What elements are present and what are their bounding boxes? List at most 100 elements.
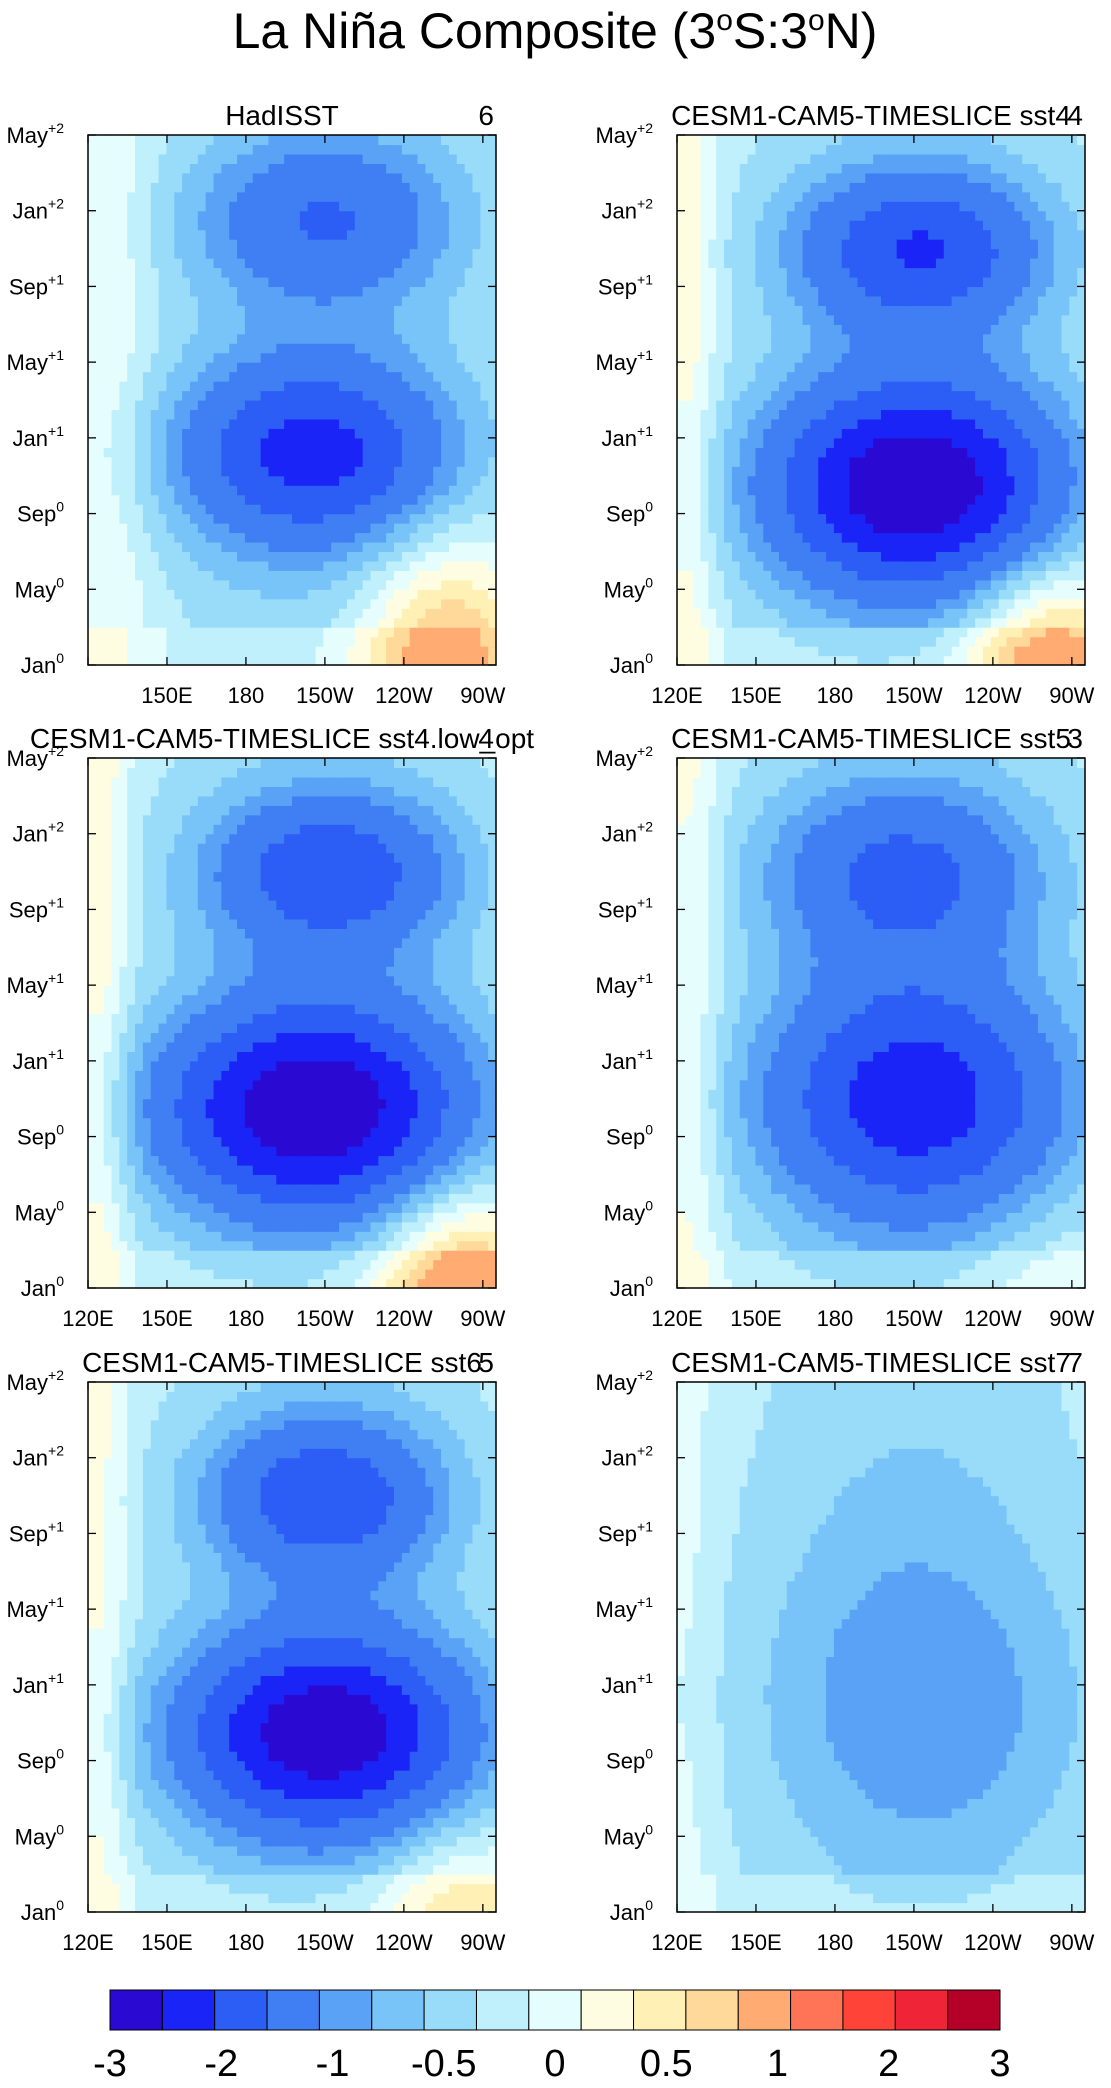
heatmap-cell — [850, 466, 858, 476]
heatmap-cell — [174, 637, 182, 647]
heatmap-cell — [300, 277, 308, 287]
heatmap-cell — [732, 457, 740, 467]
heatmap-cell — [300, 447, 308, 457]
heatmap-cell — [803, 220, 811, 230]
heatmap-cell — [724, 343, 732, 353]
heatmap-cell — [472, 381, 480, 391]
heatmap-cell — [834, 428, 842, 438]
heatmap-cell — [394, 656, 402, 666]
heatmap-cell — [959, 504, 967, 514]
heatmap-cell — [143, 476, 151, 486]
heatmap-cell — [229, 362, 237, 372]
heatmap-cell — [135, 608, 143, 618]
heatmap-cell — [418, 173, 426, 183]
heatmap-cell — [151, 514, 159, 524]
heatmap-cell — [724, 646, 732, 656]
heatmap-cell — [363, 400, 371, 410]
heatmap-cell — [716, 277, 724, 287]
heatmap-cell — [206, 135, 214, 145]
heatmap-cell — [810, 608, 818, 618]
heatmap-cell — [701, 182, 709, 192]
heatmap-cell — [159, 447, 167, 457]
heatmap-cell — [190, 656, 198, 666]
heatmap-cell — [88, 173, 96, 183]
heatmap-cell — [261, 608, 269, 618]
heatmap-cell — [339, 504, 347, 514]
heatmap-cell — [732, 305, 740, 315]
heatmap-cell — [920, 249, 928, 259]
heatmap-cell — [378, 495, 386, 505]
heatmap-cell — [284, 201, 292, 211]
heatmap-cell — [182, 239, 190, 249]
heatmap-cell — [323, 570, 331, 580]
heatmap-cell — [292, 646, 300, 656]
heatmap-cell — [810, 182, 818, 192]
heatmap-cell — [881, 239, 889, 249]
heatmap-cell — [206, 296, 214, 306]
heatmap-cell — [402, 476, 410, 486]
heatmap-cell — [842, 457, 850, 467]
heatmap-cell — [952, 495, 960, 505]
heatmap-cell — [402, 618, 410, 628]
heatmap-cell — [944, 353, 952, 363]
heatmap-cell — [363, 495, 371, 505]
heatmap-cell — [912, 173, 920, 183]
heatmap-cell — [857, 372, 865, 382]
heatmap-cell — [386, 627, 394, 637]
heatmap-cell — [253, 135, 261, 145]
heatmap-cell — [253, 296, 261, 306]
heatmap-cell — [740, 239, 748, 249]
heatmap-cell — [779, 343, 787, 353]
heatmap-cell — [261, 277, 269, 287]
heatmap-cell — [316, 192, 324, 202]
heatmap-cell — [912, 485, 920, 495]
heatmap-cell — [810, 438, 818, 448]
heatmap-cell — [920, 372, 928, 382]
heatmap-cell — [433, 570, 441, 580]
heatmap-cell — [944, 608, 952, 618]
heatmap-cell — [96, 476, 104, 486]
heatmap-cell — [245, 580, 253, 590]
heatmap-cell — [245, 646, 253, 656]
heatmap-cell — [857, 551, 865, 561]
heatmap-cell — [842, 447, 850, 457]
heatmap-cell — [441, 135, 449, 145]
heatmap-cell — [905, 315, 913, 325]
heatmap-cell — [174, 438, 182, 448]
heatmap-cell — [465, 551, 473, 561]
heatmap-cell — [370, 144, 378, 154]
heatmap-cell — [237, 324, 245, 334]
heatmap-cell — [716, 466, 724, 476]
heatmap-cell — [834, 296, 842, 306]
heatmap-cell — [159, 258, 167, 268]
heatmap-cell — [378, 163, 386, 173]
heatmap-cell — [755, 286, 763, 296]
heatmap-cell — [912, 589, 920, 599]
heatmap-cell — [394, 646, 402, 656]
heatmap-cell — [308, 296, 316, 306]
heatmap-cell — [826, 353, 834, 363]
heatmap-cell — [386, 211, 394, 221]
heatmap-cell — [386, 381, 394, 391]
heatmap-cell — [378, 646, 386, 656]
heatmap-cell — [206, 580, 214, 590]
heatmap-cell — [237, 561, 245, 571]
heatmap-cell — [159, 561, 167, 571]
heatmap-cell — [418, 182, 426, 192]
heatmap-cell — [810, 476, 818, 486]
heatmap-cell — [347, 409, 355, 419]
heatmap-cell — [724, 182, 732, 192]
heatmap-cell — [952, 504, 960, 514]
heatmap-cell — [292, 296, 300, 306]
heatmap-cell — [151, 296, 159, 306]
heatmap-cell — [803, 144, 811, 154]
heatmap-cell — [441, 324, 449, 334]
heatmap-cell — [104, 220, 112, 230]
heatmap-cell — [268, 173, 276, 183]
heatmap-cell — [834, 201, 842, 211]
heatmap-cell — [237, 182, 245, 192]
heatmap-cell — [198, 400, 206, 410]
heatmap-cell — [441, 230, 449, 240]
heatmap-cell — [182, 343, 190, 353]
heatmap-cell — [96, 173, 104, 183]
